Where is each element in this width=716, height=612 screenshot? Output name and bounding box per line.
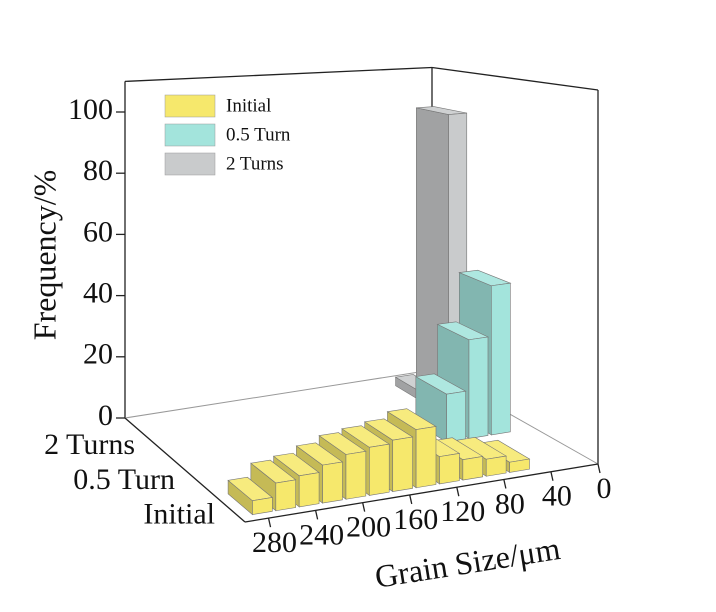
y-axis-title: Frequency/% xyxy=(26,170,62,341)
frame-line xyxy=(124,369,433,419)
frame-line xyxy=(431,66,599,91)
depth-tick-label: 0.5 Turn xyxy=(73,463,175,496)
x-tick xyxy=(314,510,319,520)
x-tick-label: 0 xyxy=(597,472,612,505)
x-tick xyxy=(409,494,413,505)
legend-label: 0.5 Turn xyxy=(226,124,291,145)
x-tick-label: 40 xyxy=(542,480,572,513)
x-tick xyxy=(362,502,366,512)
bar xyxy=(439,453,460,485)
bar xyxy=(322,461,343,504)
legend-swatch xyxy=(164,152,216,176)
legend-label: Initial xyxy=(226,95,271,116)
depth-tick-label: 2 Turns xyxy=(44,428,135,461)
bar xyxy=(298,472,320,508)
axis-line xyxy=(124,417,246,523)
bar xyxy=(462,456,484,481)
bar xyxy=(252,497,273,515)
x-tick xyxy=(550,471,554,481)
legend-swatch xyxy=(164,123,216,147)
legend-label: 2 Turns xyxy=(226,153,284,174)
x-tick xyxy=(597,463,601,474)
depth-tick-label: Initial xyxy=(143,498,215,531)
y-tick-label: 60 xyxy=(83,215,113,248)
x-tick-label: 160 xyxy=(393,503,438,536)
y-tick-label: 80 xyxy=(83,154,113,187)
bar xyxy=(275,479,296,512)
y-tick-label: 0 xyxy=(98,399,113,432)
x-tick-label: 280 xyxy=(252,526,297,559)
x-axis-title: Grain Size/μm xyxy=(372,530,562,595)
bar xyxy=(491,282,511,436)
bar xyxy=(415,426,437,489)
axis-line xyxy=(244,463,599,523)
bar xyxy=(446,390,466,443)
x-tick-label: 120 xyxy=(440,495,485,528)
x-tick xyxy=(456,487,460,497)
bar xyxy=(485,455,507,477)
x-tick-label: 240 xyxy=(299,518,344,551)
bar xyxy=(369,443,390,496)
x-tick-label: 80 xyxy=(495,487,525,520)
x-tick xyxy=(267,517,272,528)
y-tick-label: 100 xyxy=(68,93,113,126)
y-tick-label: 40 xyxy=(83,276,113,309)
legend-swatch xyxy=(164,94,216,118)
x-tick-label: 200 xyxy=(346,511,391,544)
bar xyxy=(392,436,413,492)
y-tick-label: 20 xyxy=(83,338,113,371)
frame-line xyxy=(124,66,433,83)
bar xyxy=(345,450,367,500)
bar xyxy=(509,458,530,473)
x-tick xyxy=(503,479,507,489)
bar xyxy=(468,336,489,439)
